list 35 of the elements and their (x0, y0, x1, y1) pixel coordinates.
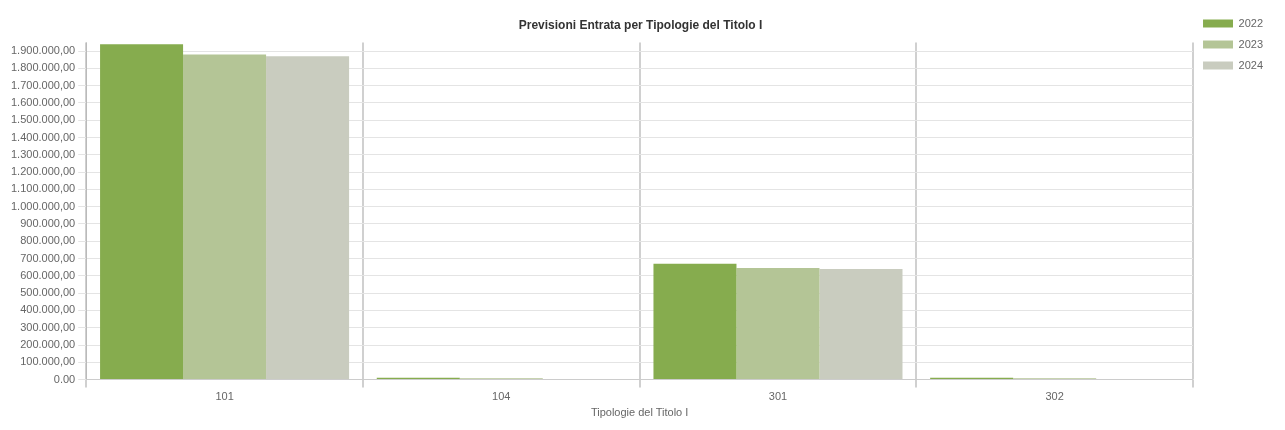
x-axis-title: Tipologie del Titolo I (590, 406, 689, 419)
y-tick-label: 1.100.000,00 (10, 182, 76, 195)
x-tick-label: 101 (215, 390, 234, 403)
y-tick-label: 500.000,00 (20, 286, 76, 299)
bar (736, 268, 820, 380)
y-tick-label: 0.00 (53, 372, 76, 385)
bar (266, 56, 350, 380)
y-tick-label: 100.000,00 (20, 355, 76, 368)
y-tick-label: 1.500.000,00 (10, 113, 76, 126)
legend-label: 2022 (1238, 16, 1264, 29)
y-tick-label: 200.000,00 (20, 338, 76, 351)
y-tick-label: 300.000,00 (20, 320, 76, 333)
y-tick-label: 600.000,00 (20, 268, 76, 281)
legend-label: 2023 (1238, 37, 1264, 50)
bar (653, 263, 737, 380)
y-tick-label: 800.000,00 (20, 234, 76, 247)
y-tick-label: 1.400.000,00 (10, 130, 76, 143)
bar (100, 44, 184, 380)
chart-title: Previsioni Entrata per Tipologie del Titolo I (518, 17, 763, 32)
y-tick-label: 1.600.000,00 (10, 95, 76, 108)
y-tick-label: 1.900.000,00 (10, 44, 76, 57)
x-tick-label: 104 (492, 390, 511, 403)
y-tick-label: 1.200.000,00 (10, 165, 76, 178)
y-tick-label: 1.000.000,00 (10, 199, 76, 212)
y-tick-label: 900.000,00 (20, 217, 76, 229)
y-tick-label: 700.000,00 (20, 251, 76, 264)
legend-label: 2024 (1238, 58, 1264, 71)
x-tick-label: 301 (768, 390, 788, 403)
y-tick-label: 400.000,00 (20, 303, 76, 316)
y-tick-label: 1.700.000,00 (10, 78, 76, 91)
y-tick-label: 1.800.000,00 (10, 61, 76, 74)
x-tick-label: 302 (1045, 390, 1064, 403)
bar (183, 54, 267, 380)
y-tick-label: 1.300.000,00 (10, 147, 76, 160)
bar (819, 268, 903, 380)
